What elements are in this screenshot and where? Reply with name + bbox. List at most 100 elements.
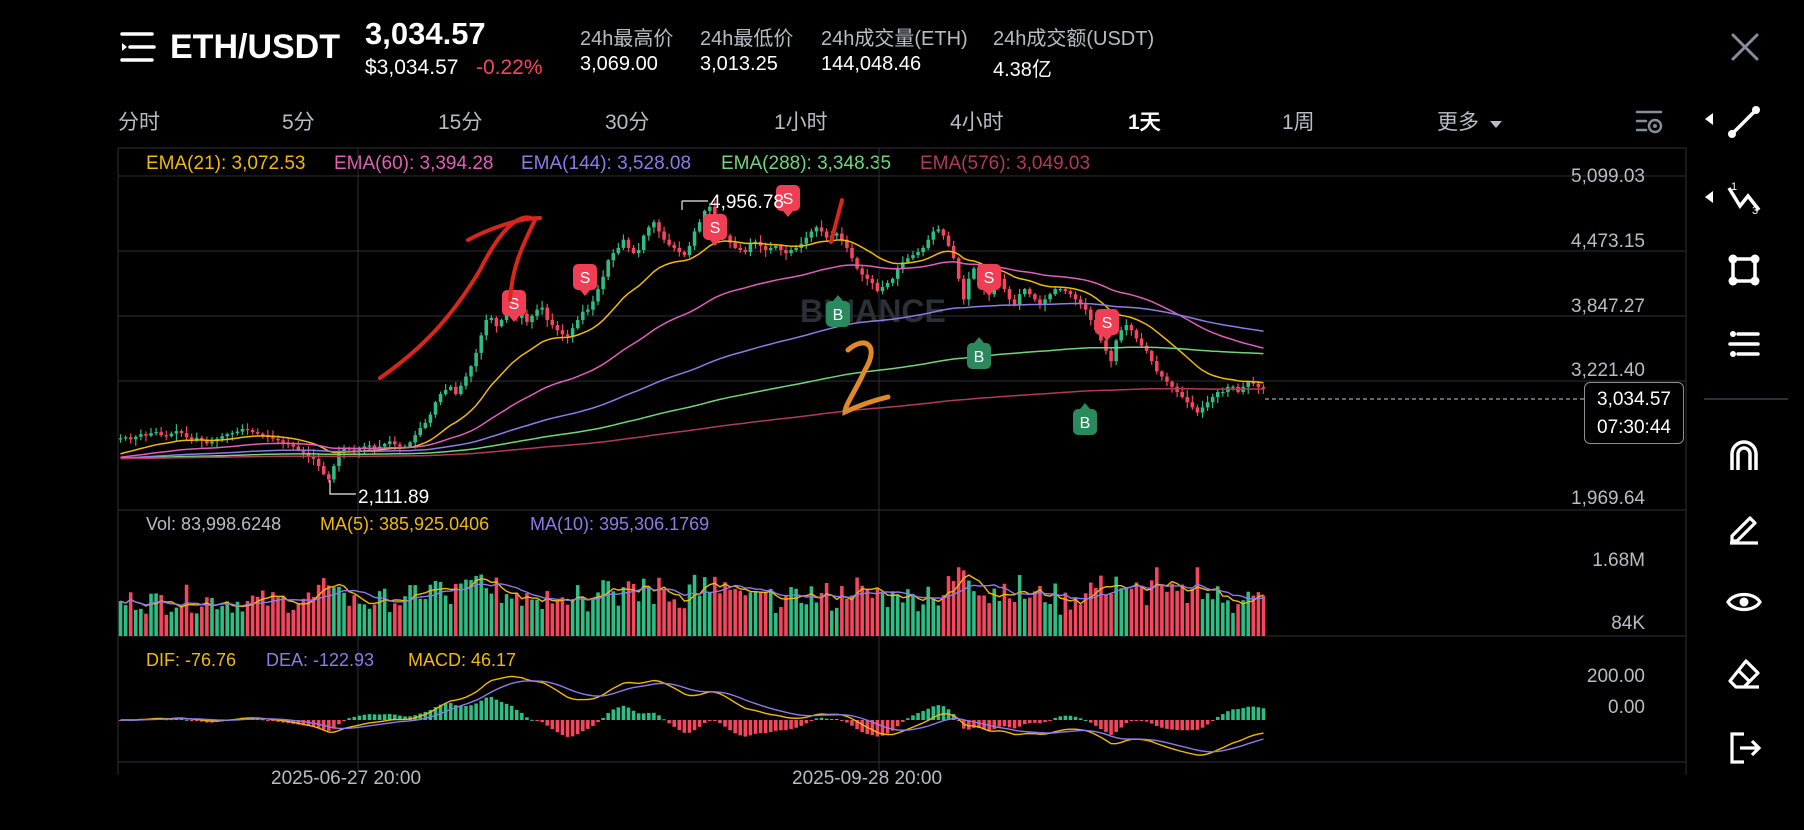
macd-histogram-bar (906, 718, 910, 720)
volume-bar (916, 611, 920, 636)
macd-histogram-bar (647, 712, 651, 720)
indicator-icon[interactable] (1722, 322, 1766, 366)
volume-bar (1241, 600, 1245, 636)
macd-histogram-bar (916, 712, 920, 720)
candle-body (1038, 299, 1042, 305)
trendline-icon[interactable] (1722, 100, 1766, 144)
volume-bar (977, 595, 981, 636)
macd-histogram-bar (448, 703, 453, 720)
volume-ma5-legend: MA(5): 385,925.0406 (320, 514, 490, 534)
chart-settings-icon[interactable] (1634, 106, 1664, 136)
expand-arrow-icon[interactable] (1703, 112, 1715, 131)
volume-bar (423, 599, 428, 636)
macd-histogram-bar (774, 720, 778, 731)
volume-bar (276, 597, 280, 636)
pair-title[interactable]: ETH/USDT (170, 28, 340, 66)
volume-bar (1205, 593, 1210, 636)
volume-bar (1165, 591, 1169, 636)
macd-histogram-bar (403, 716, 407, 720)
macd-histogram-bar (850, 720, 854, 726)
eye-icon[interactable] (1722, 580, 1766, 624)
candle-body (1185, 397, 1190, 403)
macd-histogram-bar (428, 709, 433, 720)
volume-bar (1231, 612, 1235, 636)
stat-label-low: 24h最低价 (700, 28, 794, 50)
volume-bar (1129, 588, 1134, 636)
macd-histogram-bar (972, 720, 976, 728)
volume-bar (215, 609, 219, 636)
candle-body (575, 319, 580, 329)
tab-timeframe-4h[interactable]: 4小时 (950, 111, 1004, 134)
volume-bar (1088, 582, 1093, 636)
macd-histogram-bar (652, 712, 656, 720)
tab-timeframe-line[interactable]: 分时 (118, 111, 160, 134)
macd-histogram-bar (758, 720, 763, 734)
volume-bar (200, 606, 204, 636)
volume-bar (1215, 586, 1220, 636)
exit-icon[interactable] (1722, 726, 1766, 770)
pencil-icon[interactable] (1722, 506, 1766, 550)
eraser-icon[interactable] (1722, 652, 1766, 696)
macd-histogram-bar (1119, 720, 1124, 728)
macd-histogram-bar (1205, 720, 1210, 725)
volume-bar (1170, 583, 1174, 636)
macd-histogram-bar (179, 718, 184, 720)
candle-body (530, 315, 534, 323)
candle-body (367, 445, 372, 447)
sell-signal (502, 290, 526, 316)
macd-histogram-bar (784, 720, 788, 731)
expand-arrow-icon[interactable] (1703, 190, 1715, 209)
candle-body (418, 427, 423, 436)
close-icon[interactable] (1728, 30, 1762, 64)
candle-body (677, 247, 682, 253)
candle-body (967, 278, 971, 300)
volume-bar (855, 577, 859, 636)
tab-timeframe-1w[interactable]: 1周 (1282, 111, 1315, 134)
shape-icon[interactable] (1722, 248, 1766, 292)
macd-histogram-bar (1083, 719, 1088, 721)
volume-bar (189, 612, 194, 636)
macd-histogram-bar (1195, 720, 1200, 730)
date-axis-tick: 2025-06-27 20:00 (271, 768, 422, 789)
candle-body (794, 247, 798, 250)
candle-body (1053, 289, 1057, 295)
macd-histogram-bar (1215, 716, 1220, 720)
menu-icon[interactable] (120, 30, 158, 64)
sell-signal (977, 264, 1001, 290)
candle-body (1114, 340, 1118, 362)
volume-bar (149, 593, 153, 636)
volume-bar (301, 598, 306, 636)
macd-histogram-bar (763, 720, 768, 734)
macd-histogram-bar (1155, 720, 1159, 726)
volume-bar (250, 595, 255, 636)
chevron-down-icon (1489, 121, 1502, 128)
macd-histogram-bar (530, 719, 534, 721)
candle-body (1124, 325, 1129, 331)
volume-bar (357, 603, 362, 636)
tab-timeframe-1h[interactable]: 1小时 (774, 111, 828, 134)
sell-signal (776, 185, 800, 211)
macd-histogram-bar (1144, 720, 1149, 722)
price-chart[interactable]: BINANCE S S S S S S B B B 4,956.78 2,111.89 (0, 0, 1700, 800)
volume-bar (819, 592, 824, 636)
volume-bar (921, 604, 925, 636)
volume-bar (708, 591, 712, 636)
volume-bar (479, 574, 483, 636)
macd-histogram-bar (1038, 720, 1042, 724)
tab-timeframe-5m[interactable]: 5分 (282, 111, 315, 134)
tab-timeframe-30m[interactable]: 30分 (605, 111, 650, 134)
volume-bar (784, 595, 788, 636)
magnet-icon[interactable] (1722, 434, 1766, 478)
volume-bar (311, 596, 316, 636)
tab-timeframe-1d[interactable]: 1天 (1128, 111, 1161, 134)
candle-body (1078, 299, 1083, 305)
tab-timeframe-more[interactable]: 更多 (1437, 106, 1503, 136)
tab-timeframe-15m[interactable]: 15分 (438, 111, 483, 134)
candle-body (164, 435, 169, 437)
volume-bar (560, 597, 565, 636)
volume-bar (1078, 604, 1083, 636)
candle-body (570, 328, 575, 337)
candle-body (1134, 330, 1139, 339)
volume-bar (697, 595, 702, 636)
